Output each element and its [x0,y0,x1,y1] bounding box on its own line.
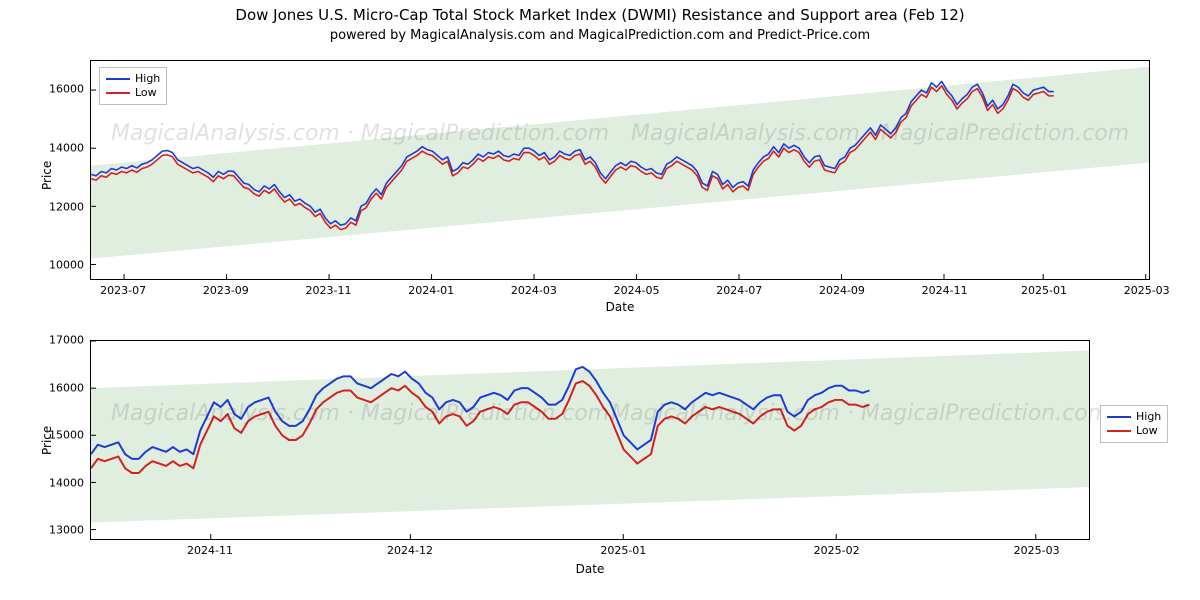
ytick-label: 17000 [42,334,84,347]
legend-bottom: High Low [1100,405,1168,443]
legend-item-low: Low [106,86,160,100]
xtick-label: 2024-09 [819,284,865,297]
suptitle: Dow Jones U.S. Micro-Cap Total Stock Mar… [0,6,1200,24]
legend-label: High [135,72,160,86]
xtick-label: 2025-01 [1021,284,1067,297]
top-chart-panel: MagicalAnalysis.com · MagicalPrediction.… [90,60,1150,280]
legend-label: Low [135,86,157,100]
xtick-label: 2024-01 [408,284,454,297]
legend-top: High Low [99,67,167,105]
legend-swatch-high [106,78,130,81]
top-chart-svg [91,61,1149,279]
xtick-label: 2023-09 [203,284,249,297]
xtick-label: 2025-03 [1124,284,1170,297]
xtick-label: 2025-01 [600,544,646,557]
bottom-chart-panel: MagicalAnalysis.com · MagicalPrediction.… [90,340,1090,540]
ytick-label: 13000 [42,524,84,537]
ylabel-top: Price [40,161,54,190]
xtick-label: 2025-03 [1014,544,1060,557]
ytick-label: 14000 [42,476,84,489]
ytick-label: 16000 [42,381,84,394]
ytick-label: 15000 [42,429,84,442]
ytick-label: 10000 [42,259,84,272]
xtick-label: 2024-07 [716,284,762,297]
legend-item-low: Low [1107,424,1161,438]
subtitle: powered by MagicalAnalysis.com and Magic… [0,28,1200,43]
xtick-label: 2024-12 [387,544,433,557]
xtick-label: 2024-11 [187,544,233,557]
legend-label: Low [1136,424,1158,438]
bottom-chart-svg [91,341,1089,539]
legend-swatch-high [1107,416,1131,419]
xtick-label: 2024-11 [922,284,968,297]
xlabel-top: Date [606,300,635,314]
ytick-label: 14000 [42,142,84,155]
xtick-label: 2025-02 [814,544,860,557]
xtick-label: 2024-05 [614,284,660,297]
legend-swatch-low [106,92,130,95]
legend-label: High [1136,410,1161,424]
xlabel-bottom: Date [576,562,605,576]
xtick-label: 2023-11 [306,284,352,297]
xtick-label: 2023-07 [100,284,146,297]
xtick-label: 2024-03 [511,284,557,297]
legend-swatch-low [1107,430,1131,433]
legend-item-high: High [1107,410,1161,424]
ytick-label: 16000 [42,83,84,96]
legend-item-high: High [106,72,160,86]
figure: Dow Jones U.S. Micro-Cap Total Stock Mar… [0,0,1200,600]
ytick-label: 12000 [42,200,84,213]
